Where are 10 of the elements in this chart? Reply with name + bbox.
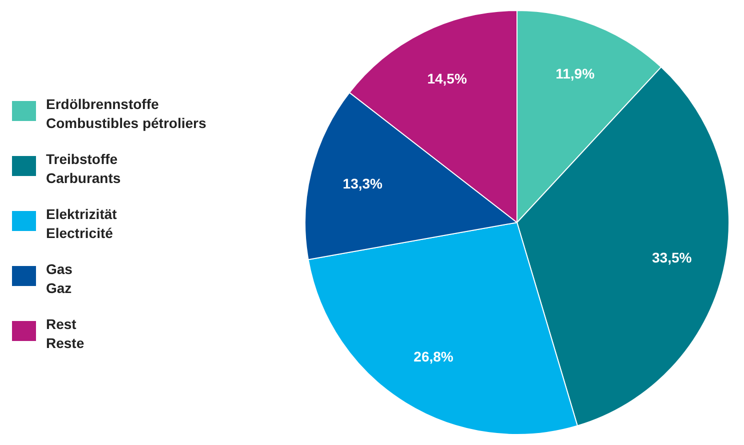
data-label: 33,5% [652,250,692,266]
legend-label: Elektrizität Electricité [46,205,117,243]
legend-label: Treibstoffe Carburants [46,150,121,188]
data-label: 13,3% [342,175,384,192]
legend-label: Rest Reste [46,315,84,353]
data-label: 14,5% [427,70,468,87]
legend-label: Erdölbrennstoffe Combustibles pétroliers [46,95,206,133]
data-label: 11,9% [556,65,596,82]
legend-label: Gas Gaz [46,260,72,298]
data-label: 26,8% [414,348,454,365]
